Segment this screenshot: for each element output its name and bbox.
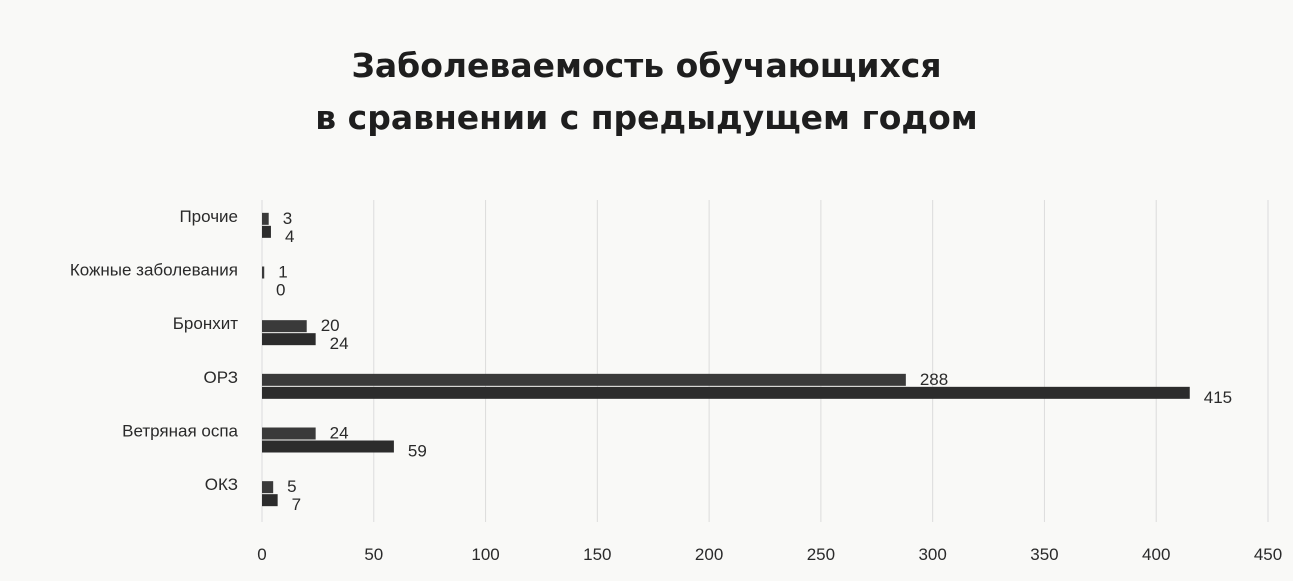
chart-title: Заболеваемость обучающихся в сравнении с… <box>0 40 1293 144</box>
x-tick-label: 50 <box>364 545 383 564</box>
bar <box>262 212 269 225</box>
data-label: 5 <box>287 477 296 496</box>
data-label: 7 <box>292 495 301 514</box>
x-tick-label: 300 <box>918 545 946 564</box>
data-label: 4 <box>285 227 294 246</box>
bar <box>262 373 906 386</box>
category-label: Бронхит <box>173 314 238 333</box>
x-tick-label: 400 <box>1142 545 1170 564</box>
x-tick-label: 450 <box>1254 545 1282 564</box>
bar <box>262 225 271 238</box>
data-label: 24 <box>330 334 349 353</box>
bar <box>262 440 394 453</box>
category-label: ОРЗ <box>204 368 238 387</box>
bars <box>262 212 1190 507</box>
data-label: 1 <box>278 263 287 282</box>
chart-title-line-1: Заболеваемость обучающихся <box>351 46 942 85</box>
data-label: 0 <box>276 281 285 300</box>
bar <box>262 481 274 494</box>
gridlines <box>261 200 1269 522</box>
data-label: 59 <box>408 442 427 461</box>
data-label: 20 <box>321 316 340 335</box>
category-label: Прочие <box>179 207 238 226</box>
bar <box>262 333 316 346</box>
bar <box>262 320 307 333</box>
x-tick-label: 150 <box>583 545 611 564</box>
bar <box>262 494 278 507</box>
x-tick-label: 0 <box>257 545 266 564</box>
bar <box>262 427 316 440</box>
category-labels: Прочие Кожные заболевания Бронхит ОРЗ Ветрян… <box>70 207 239 494</box>
x-tick-label: 200 <box>695 545 723 564</box>
x-tick-label: 100 <box>471 545 499 564</box>
x-tick-label: 250 <box>807 545 835 564</box>
x-tick-label: 350 <box>1030 545 1058 564</box>
data-label: 415 <box>1204 388 1232 407</box>
category-label: Кожные заболевания <box>70 261 238 280</box>
category-label: Ветряная оспа <box>122 422 238 441</box>
bar <box>262 386 1190 399</box>
x-tick-labels: 0 50 100 150 200 250 300 350 400 450 <box>257 545 1282 564</box>
data-label: 24 <box>330 424 349 443</box>
bar <box>262 266 265 279</box>
data-label: 288 <box>920 370 948 389</box>
chart-title-line-2: в сравнении с предыдущем годом <box>315 98 978 137</box>
category-label: ОКЗ <box>205 475 238 494</box>
data-label: 3 <box>283 209 292 228</box>
